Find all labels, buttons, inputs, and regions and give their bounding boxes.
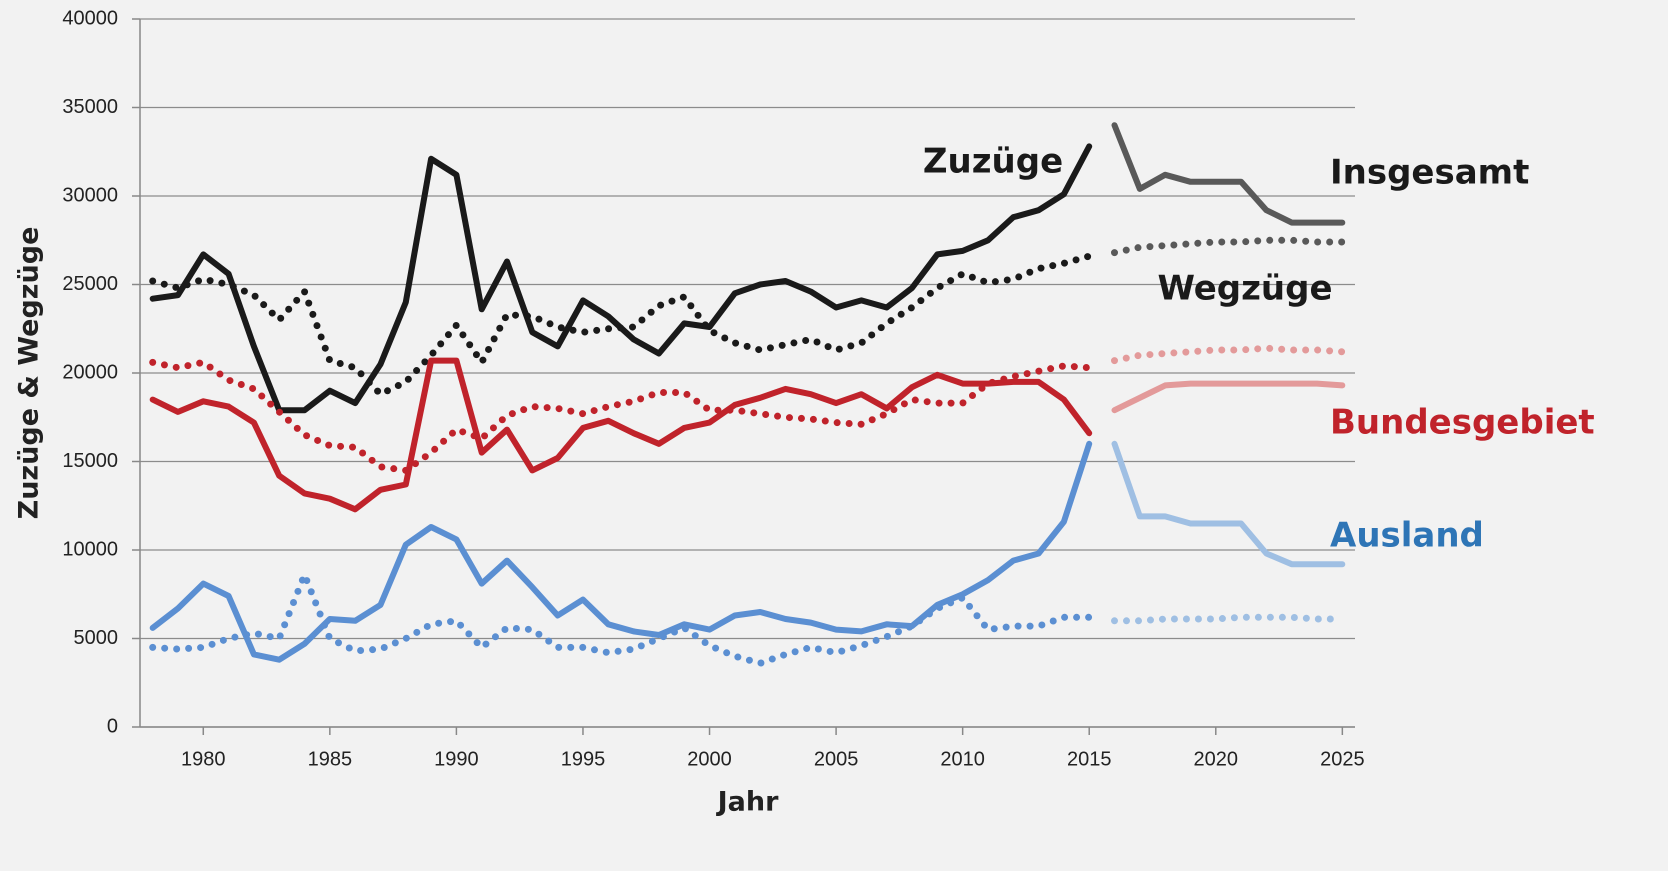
annotation: Ausland xyxy=(1330,516,1484,556)
y-axis-label: Zuzüge & Wegzüge xyxy=(14,227,45,520)
x-tick-label: 2020 xyxy=(1194,748,1239,770)
y-tick-label: 15000 xyxy=(62,450,118,472)
x-tick-label: 2025 xyxy=(1320,748,1365,770)
y-tick-label: 40000 xyxy=(62,7,118,29)
x-tick-label: 1985 xyxy=(308,748,353,770)
y-tick-label: 0 xyxy=(107,715,118,737)
y-tick-label: 25000 xyxy=(62,273,118,295)
annotation: Wegzüge xyxy=(1157,269,1332,309)
y-tick-label: 20000 xyxy=(62,361,118,383)
x-tick-label: 1980 xyxy=(181,748,226,770)
annotation: Zuzüge xyxy=(923,142,1063,182)
annotation: Insgesamt xyxy=(1330,153,1529,193)
y-tick-label: 30000 xyxy=(62,184,118,206)
y-tick-label: 5000 xyxy=(74,627,119,649)
chart: Jahr Zuzüge & Wegzüge 0 5000 10000 15000 200… xyxy=(0,0,1668,871)
annotation: Bundesgebiet xyxy=(1330,403,1595,443)
y-tick-label: 35000 xyxy=(62,96,118,118)
y-tick-label: 10000 xyxy=(62,538,118,560)
x-tick-label: 1990 xyxy=(434,748,479,770)
x-tick-label: 1995 xyxy=(561,748,606,770)
x-axis-label: Jahr xyxy=(716,787,779,818)
x-tick-label: 2005 xyxy=(814,748,859,770)
x-tick-label: 2015 xyxy=(1067,748,1112,770)
x-tick-label: 2000 xyxy=(687,748,732,770)
x-tick-label: 2010 xyxy=(940,748,985,770)
